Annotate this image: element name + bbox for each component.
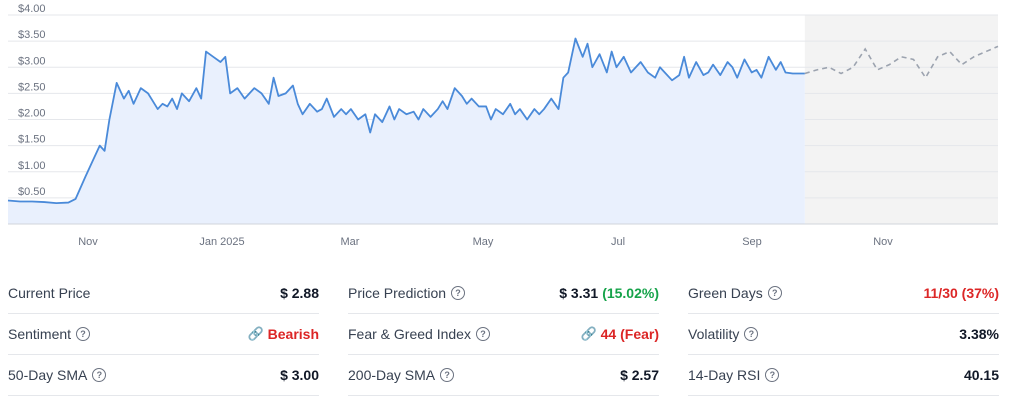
link-icon[interactable]: 🔗 <box>247 326 264 341</box>
question-circle-icon[interactable]: ? <box>744 327 759 341</box>
price-chart-svg: $0.50 $1.00 $1.50 $2.00 $2.50 $3.00 $3.50 $4.00… <box>7 3 999 248</box>
stat-fear-greed: Fear & Greed Index ? 🔗 44 (Fear) <box>348 314 659 355</box>
stats-column-2: Price Prediction ? $ 3.31 (15.02%) Fear … <box>348 273 659 396</box>
stat-label: 14-Day RSI <box>688 367 761 383</box>
question-circle-icon[interactable]: ? <box>765 368 780 382</box>
question-circle-icon[interactable]: ? <box>440 368 455 382</box>
stat-14-day-rsi: 14-Day RSI ? 40.15 <box>688 355 999 396</box>
x-tick-label: Sep <box>742 236 762 248</box>
x-tick-label: Jan 2025 <box>199 236 244 248</box>
y-tick-label: $4.00 <box>18 3 46 15</box>
stat-value: $ 2.57 <box>620 367 659 383</box>
x-tick-label: Jul <box>611 236 625 248</box>
x-tick-label: May <box>473 236 494 248</box>
stat-label: Current Price <box>8 285 91 301</box>
stat-sentiment: Sentiment ? 🔗 Bearish <box>8 314 319 355</box>
y-tick-label: $2.00 <box>18 108 46 120</box>
stat-price-prediction: Price Prediction ? $ 3.31 (15.02%) <box>348 273 659 314</box>
stat-200-day-sma: 200-Day SMA ? $ 2.57 <box>348 355 659 396</box>
stats-column-3: Green Days ? 11/30 (37%) Volatility ? 3.… <box>688 273 999 396</box>
price-chart[interactable]: $0.50 $1.00 $1.50 $2.00 $2.50 $3.00 $3.50 $4.00… <box>0 0 1015 260</box>
stat-value: 40.15 <box>963 367 999 383</box>
stat-value: $ 3.31 <box>559 285 599 301</box>
price-line <box>7 37 805 204</box>
link-icon[interactable]: 🔗 <box>580 326 597 341</box>
stat-value-change: (15.02%) <box>602 285 659 301</box>
question-circle-icon[interactable]: ? <box>76 327 91 341</box>
stat-label: 200-Day SMA <box>348 367 436 383</box>
stat-volatility: Volatility ? 3.38% <box>688 314 999 355</box>
stat-value: $ 2.88 <box>280 285 319 301</box>
x-tick-label: Nov <box>78 236 98 248</box>
stat-value[interactable]: 44 (Fear) <box>600 326 659 342</box>
stat-green-days: Green Days ? 11/30 (37%) <box>688 273 999 314</box>
stats-column-1: Current Price $ 2.88 Sentiment ? 🔗 Beari… <box>8 273 319 396</box>
y-tick-label: $1.00 <box>18 160 46 172</box>
stat-value: $ 3.00 <box>280 367 319 383</box>
x-tick-label: Mar <box>341 236 360 248</box>
question-circle-icon[interactable]: ? <box>451 286 466 300</box>
price-area <box>8 38 805 225</box>
stat-50-day-sma: 50-Day SMA ? $ 3.00 <box>8 355 319 396</box>
stat-value[interactable]: Bearish <box>267 326 319 342</box>
y-tick-label: $1.50 <box>18 134 46 146</box>
stat-value: 3.38% <box>959 326 999 342</box>
stat-current-price: Current Price $ 2.88 <box>8 273 319 314</box>
question-circle-icon[interactable]: ? <box>92 368 107 382</box>
question-circle-icon[interactable]: ? <box>475 327 490 341</box>
y-tick-label: $0.50 <box>18 186 46 198</box>
y-tick-label: $2.50 <box>18 81 46 93</box>
stat-label: Green Days <box>688 285 763 301</box>
forecast-line <box>804 45 999 80</box>
stat-label: 50-Day SMA <box>8 367 88 383</box>
y-tick-label: $3.50 <box>18 29 46 41</box>
stat-label: Fear & Greed Index <box>348 326 471 342</box>
stat-label: Sentiment <box>8 326 72 342</box>
stat-label: Price Prediction <box>348 285 447 301</box>
stat-label: Volatility <box>688 326 740 342</box>
x-tick-label: Nov <box>873 236 893 248</box>
question-circle-icon[interactable]: ? <box>767 286 782 300</box>
stat-value: 11/30 (37%) <box>923 285 1000 301</box>
y-tick-label: $3.00 <box>18 55 46 67</box>
